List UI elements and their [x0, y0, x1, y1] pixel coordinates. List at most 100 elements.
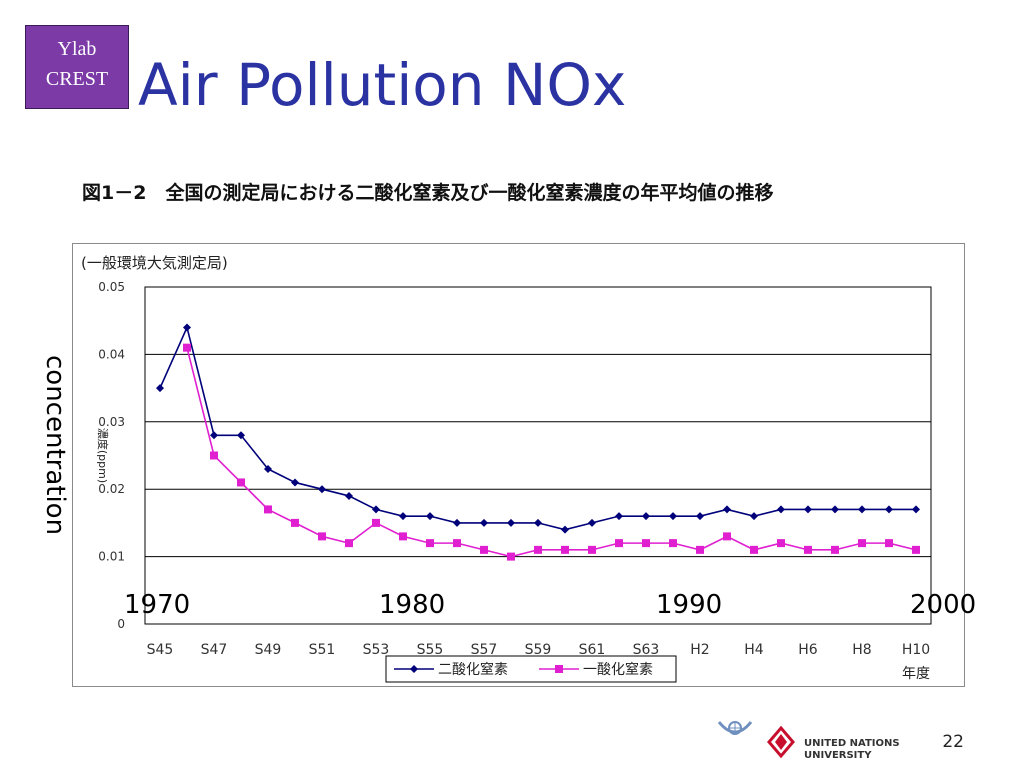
data-point: [534, 518, 542, 527]
data-point: [777, 539, 785, 548]
data-point: [588, 545, 596, 554]
decade-label: 1990: [656, 590, 723, 620]
x-tick-label: H6: [798, 642, 818, 658]
data-point: [723, 532, 731, 541]
data-point: [264, 464, 272, 473]
chart-frame: 0 0.01 0.02 0.03 0.04 0.05 (一般環境大気測定局) 濃度(ppm) S…: [72, 243, 965, 687]
x-tick-label: S59: [525, 642, 552, 658]
x-tick-label: H10: [902, 642, 930, 658]
decade-label: 1980: [379, 590, 446, 620]
ylab-crest-logo: Ylab CREST: [25, 25, 129, 109]
data-point: [588, 518, 596, 527]
data-point: [858, 505, 866, 514]
decade-label: 1970: [124, 590, 191, 620]
data-point: [696, 545, 704, 554]
data-point: [696, 512, 704, 521]
data-point: [831, 505, 839, 514]
x-tick-label: S61: [579, 642, 606, 658]
legend-box: [385, 655, 677, 683]
data-point: [426, 512, 434, 521]
data-point: [777, 505, 785, 514]
x-tick-label: S57: [471, 642, 498, 658]
page-number: 22: [942, 732, 964, 752]
y-tick-label: 0.01: [98, 550, 125, 564]
y-tick-label: 0.03: [98, 415, 125, 429]
y-axis-label: 濃度(ppm): [96, 428, 110, 483]
data-point: [480, 545, 488, 554]
series-line: [186, 347, 917, 558]
data-point: [318, 532, 326, 541]
data-point: [831, 545, 839, 554]
data-point: [183, 343, 191, 352]
y-tick-label: 0.02: [98, 482, 125, 496]
data-point: [804, 545, 812, 554]
data-point: [615, 512, 623, 521]
data-point: [264, 505, 272, 514]
data-point: [669, 512, 677, 521]
logo-line-2: CREST: [45, 68, 109, 90]
x-tick-label: S63: [633, 642, 660, 658]
x-tick-label: H2: [690, 642, 709, 658]
unu-line-2: UNIVERSITY: [804, 750, 872, 761]
unu-wordmark: UNITED NATIONS UNIVERSITY: [804, 738, 900, 762]
data-point: [750, 545, 758, 554]
data-point: [291, 518, 299, 527]
data-point: [291, 478, 299, 487]
data-point: [426, 539, 434, 548]
y-tick-label: 0.04: [98, 347, 125, 361]
data-point: [399, 512, 407, 521]
data-point: [345, 539, 353, 548]
x-tick-label: S53: [363, 642, 390, 658]
data-point: [480, 518, 488, 527]
x-tick-label: S47: [201, 642, 228, 658]
data-point: [237, 431, 245, 440]
data-point: [453, 539, 461, 548]
legend-label: 一酸化窒素: [583, 661, 653, 678]
unu-line-1: UNITED NATIONS: [804, 738, 900, 749]
legend-marker: [555, 665, 563, 673]
data-point: [615, 539, 623, 548]
data-point: [561, 545, 569, 554]
y-tick-label: 0.05: [98, 280, 125, 294]
data-point: [372, 505, 380, 514]
un-emblem-icon: [717, 721, 753, 735]
legend-label: 二酸化窒素: [438, 661, 508, 678]
x-tick-label: H8: [852, 642, 871, 658]
plot-area: [144, 286, 932, 625]
data-point: [372, 518, 380, 527]
data-point: [507, 552, 515, 561]
data-point: [534, 545, 542, 554]
x-axis-label: 年度: [902, 666, 930, 682]
data-point: [858, 539, 866, 548]
data-point: [210, 431, 218, 440]
data-point: [750, 512, 758, 521]
x-tick-label: S51: [309, 642, 336, 658]
data-point: [156, 384, 164, 393]
figure-caption: 図1－2 全国の測定局における二酸化窒素及び一酸化窒素濃度の年平均値の推移: [82, 182, 774, 204]
x-tick-label: S45: [147, 642, 174, 658]
data-point: [912, 545, 920, 554]
data-point: [669, 539, 677, 548]
unu-logo-icon: [767, 725, 795, 759]
data-point: [507, 518, 515, 527]
legend-marker: [410, 665, 418, 673]
data-point: [318, 485, 326, 494]
data-point: [210, 451, 218, 460]
data-point: [885, 505, 893, 514]
data-point: [453, 518, 461, 527]
concentration-label: concentration: [40, 355, 70, 536]
nox-line-chart: 0 0.01 0.02 0.03 0.04 0.05 (一般環境大気測定局) 濃度(ppm) S…: [81, 254, 932, 683]
data-point: [183, 323, 191, 332]
logo-line-1: Ylab: [57, 38, 97, 60]
chart-subtitle: (一般環境大気測定局): [81, 254, 228, 272]
data-point: [345, 491, 353, 500]
data-point: [399, 532, 407, 541]
data-point: [885, 539, 893, 548]
x-tick-label: S49: [255, 642, 282, 658]
y-tick-label: 0: [117, 617, 125, 631]
slide-title: Air Pollution NOx: [138, 51, 627, 119]
data-point: [237, 478, 245, 487]
data-point: [642, 512, 650, 521]
data-point: [804, 505, 812, 514]
x-tick-label: S55: [417, 642, 444, 658]
